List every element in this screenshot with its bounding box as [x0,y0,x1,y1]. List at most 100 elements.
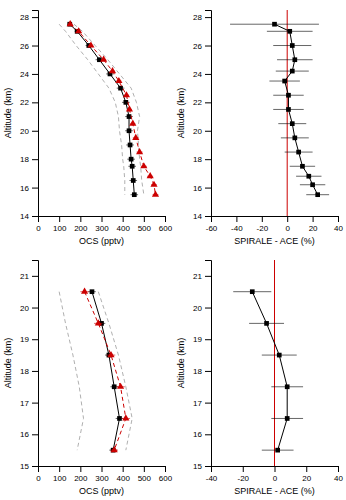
point [127,128,132,133]
tick: 18 [20,367,38,376]
point [129,120,136,126]
tick-mark [205,434,211,435]
tick: 19 [193,335,211,344]
point [306,174,311,179]
line [70,24,135,194]
point [131,178,136,183]
point [123,91,130,97]
tick-label: 200 [74,474,88,483]
point [90,289,95,294]
axis-line [212,217,339,223]
tick-label: 500 [138,224,152,233]
point [128,143,133,148]
point [117,416,122,421]
point [126,105,133,111]
tick-label: 20 [302,474,311,483]
tick-mark [205,102,211,103]
tick-mark [102,216,103,222]
point [292,57,297,62]
series [287,10,288,216]
point [112,384,117,389]
tick: 18 [193,155,211,164]
plot-area [233,260,303,466]
reference-line [287,10,288,216]
y-axis: 15161718192021 [20,261,38,472]
tick-mark [205,188,211,189]
tick: 16 [20,184,38,193]
tick-mark [205,308,211,309]
tick-label: 28 [193,13,202,22]
tick-label: 20 [20,127,29,136]
tick-mark [32,216,38,217]
tick-mark [32,74,38,75]
series [98,292,132,450]
tick-label: -40 [206,474,218,483]
point [100,56,107,62]
point [95,319,102,325]
tick-mark [275,466,276,472]
x-axis-title: SPIRALE - ACE (%) [234,486,315,496]
point [285,416,290,421]
point [75,27,82,33]
tick: 600 [159,466,173,483]
tick-label: 0 [36,474,41,483]
reference-line [274,260,275,466]
x-axis-title: SPIRALE - ACE (%) [234,236,315,246]
tick-mark [144,466,145,472]
tick: 18 [20,155,38,164]
tick: 100 [53,466,67,483]
point [107,351,114,357]
series [59,292,83,450]
tick-mark [32,308,38,309]
tick-label: 18 [193,367,202,376]
series [88,289,123,452]
tick: 500 [138,216,152,233]
tick-label: 18 [20,155,29,164]
tick-label: 300 [95,474,109,483]
tick-mark [32,403,38,404]
tick-label: 17 [20,399,29,408]
axis-line [212,467,339,473]
tick-label: 20 [309,224,318,233]
tick-mark [313,216,314,222]
tick-mark [338,466,339,472]
tick-label: 24 [20,70,29,79]
y-axis: 15161718192021 [193,261,211,472]
tick: 200 [74,216,88,233]
tick: 15 [193,462,211,471]
tick: 300 [95,216,109,233]
tick: 26 [193,42,211,51]
x-axis: 0100200300400500600 [36,216,172,233]
point [117,383,124,389]
tick: 0 [285,216,290,233]
tick-mark [102,466,103,472]
point [250,289,255,294]
panel: 010020030040050060015161718192021OCS (pp… [3,261,173,497]
tick: 20 [309,216,318,233]
tick-mark [32,159,38,160]
point [115,77,122,83]
panel: -40-200204015161718192021SPIRALE - ACE (… [176,260,343,496]
tick: 24 [20,70,38,79]
tick-label: -20 [257,224,269,233]
tick: 16 [193,184,211,193]
tick-mark [32,17,38,18]
tick: -40 [206,466,218,483]
tick: 20 [193,127,211,136]
x-axis: -60-40-2002040 [206,216,344,233]
tick-label: 19 [20,335,29,344]
tick-label: 400 [116,474,130,483]
point [290,121,295,126]
y-axis-title: Altitude (km) [176,338,186,389]
tick-label: 100 [53,224,67,233]
tick: 40 [334,216,343,233]
axis-line [32,11,39,217]
point [109,67,116,73]
tick-label: 18 [20,367,29,376]
point [272,22,277,27]
tick-mark [32,131,38,132]
point [290,69,295,74]
tick-label: 15 [20,462,29,471]
series [74,24,144,194]
series [230,22,329,197]
